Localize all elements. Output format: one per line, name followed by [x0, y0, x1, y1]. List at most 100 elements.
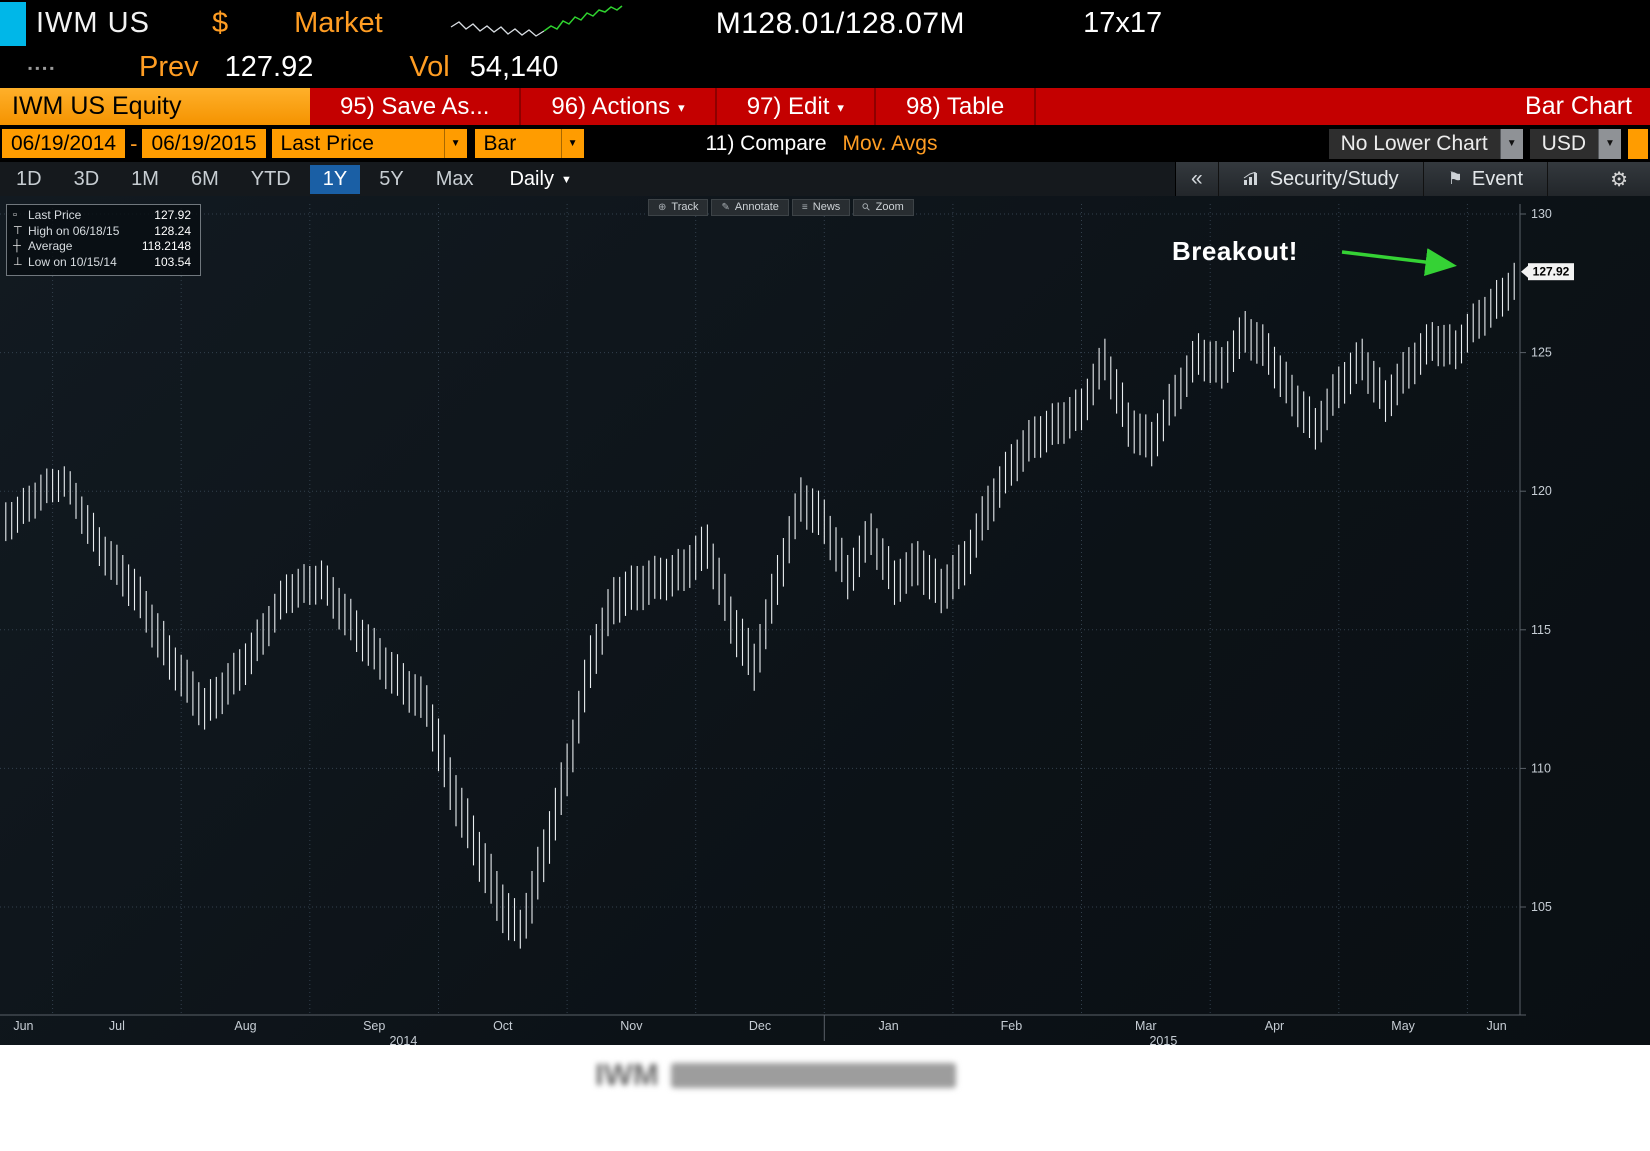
svg-text:105: 105: [1531, 900, 1552, 914]
caption-blur-block: [670, 1062, 956, 1088]
edit-button[interactable]: 97) Edit ▾: [717, 88, 876, 125]
tab-1m[interactable]: 1M: [131, 167, 159, 190]
news-icon: ≡: [801, 201, 808, 213]
chevron-down-icon: ▼: [560, 174, 572, 186]
last-price-marker-icon: ▫: [13, 209, 17, 221]
annotate-icon: ✎: [721, 201, 730, 213]
collapse-panel-button[interactable]: «: [1176, 162, 1219, 196]
tab-5y[interactable]: 5Y: [379, 167, 404, 190]
bid-ask-quote: M128.01/128.07M: [715, 6, 966, 40]
zoom-button[interactable]: ⚲ Zoom: [853, 199, 914, 216]
moving-averages-command[interactable]: Mov. Avgs: [842, 131, 938, 155]
svg-text:Jan: Jan: [879, 1019, 899, 1033]
chevron-down-icon: ▼: [567, 138, 578, 149]
legend-row-high: ⊤ High on 06/18/15 128.24: [13, 224, 191, 240]
volume-value: 54,140: [469, 51, 559, 83]
currency-symbol: $: [211, 7, 229, 39]
tab-3d[interactable]: 3D: [73, 167, 100, 190]
compare-command[interactable]: 11) Compare: [705, 131, 827, 155]
tab-max[interactable]: Max: [435, 167, 474, 190]
svg-text:Jun: Jun: [1487, 1019, 1507, 1033]
study-chart-icon: [1243, 172, 1257, 185]
svg-text:Apr: Apr: [1265, 1019, 1284, 1033]
svg-text:Nov: Nov: [620, 1019, 643, 1033]
svg-text:120: 120: [1531, 484, 1552, 498]
event-button[interactable]: ⚑ Event: [1424, 162, 1549, 196]
tab-ytd[interactable]: YTD: [250, 167, 291, 190]
price-chart-svg[interactable]: 105 110 115 120 125 130 Jun Jul Aug Sep Oct Nov Dec J…: [0, 196, 1650, 1045]
currency-dropdown-button[interactable]: ▼: [1598, 128, 1621, 159]
volume-label: Vol: [409, 51, 450, 83]
lower-chart-dropdown-button[interactable]: ▼: [1499, 128, 1523, 159]
command-menubar: IWM US Equity 95) Save As... 96) Actions…: [0, 88, 1650, 125]
legend-label: High on 06/18/15: [28, 223, 120, 238]
annotate-button[interactable]: ✎ Annotate: [711, 199, 789, 216]
menu-dots-icon: ▪▪▪▪: [28, 60, 58, 75]
chevron-down-icon: ▼: [1605, 138, 1615, 149]
currency-select[interactable]: USD: [1529, 128, 1598, 159]
chevron-down-icon: ▼: [450, 138, 461, 149]
tab-1d[interactable]: 1D: [16, 167, 42, 190]
flag-icon: ⚑: [1447, 169, 1463, 188]
average-marker-icon: ┼: [13, 240, 21, 252]
legend-label: Average: [28, 239, 73, 253]
legend-value: 118.2148: [141, 239, 191, 253]
mini-sparkline: [450, 4, 623, 37]
actions-button[interactable]: 96) Actions ▾: [521, 88, 717, 125]
chart-style-select[interactable]: Bar: [474, 129, 561, 158]
table-button[interactable]: 98) Table: [876, 88, 1037, 125]
legend-row-last-price: ▫ Last Price 127.92: [13, 208, 191, 224]
panel-color-tab: [0, 1, 26, 46]
settings-gear-button[interactable]: ⚙: [1588, 162, 1650, 196]
high-marker-icon: ⊤: [13, 224, 23, 237]
svg-text:Sep: Sep: [363, 1019, 385, 1033]
blurred-caption: IWM: [595, 1057, 956, 1093]
chevron-down-icon: ▼: [1506, 138, 1517, 149]
tab-6m[interactable]: 6M: [190, 167, 219, 190]
security-study-button[interactable]: Security/Study: [1219, 162, 1424, 196]
svg-text:110: 110: [1531, 761, 1551, 775]
lower-chart-select[interactable]: No Lower Chart: [1328, 128, 1500, 159]
svg-text:Jun: Jun: [13, 1019, 33, 1033]
chevron-down-icon: ▾: [678, 100, 685, 115]
frequency-select[interactable]: Daily ▼: [509, 167, 572, 190]
chevron-down-icon: ▾: [837, 100, 844, 115]
svg-text:115: 115: [1531, 623, 1551, 637]
price-field-dropdown-button[interactable]: ▼: [443, 129, 467, 158]
price-field-select[interactable]: Last Price: [271, 129, 444, 158]
svg-text:May: May: [1391, 1019, 1415, 1033]
chart-style-dropdown-button[interactable]: ▼: [560, 129, 584, 158]
ticker-symbol: IWM US: [36, 7, 150, 39]
tab-1y-selected[interactable]: 1Y: [309, 164, 361, 194]
legend-value: 127.92: [154, 208, 191, 222]
legend-label: Low on 10/15/14: [28, 254, 117, 269]
svg-text:Feb: Feb: [1001, 1019, 1023, 1033]
security-title: IWM US Equity: [0, 88, 310, 125]
chart-tool-strip: ⊕ Track ✎ Annotate ≡ News ⚲ Zoom: [648, 199, 914, 216]
date-to-field[interactable]: 06/19/2015: [142, 129, 266, 158]
quote-header: IWM US $ Market M128.01/128.07M 17x17 ▪▪…: [0, 0, 1650, 88]
svg-text:Aug: Aug: [234, 1019, 256, 1033]
svg-text:Oct: Oct: [493, 1019, 513, 1033]
svg-text:127.92: 127.92: [1533, 265, 1570, 279]
date-from-field[interactable]: 06/19/2014: [2, 129, 126, 158]
legend-row-average: ┼ Average 118.2148: [13, 239, 191, 255]
svg-text:2014: 2014: [389, 1034, 417, 1045]
news-button[interactable]: ≡ News: [791, 199, 851, 216]
svg-text:2015: 2015: [1149, 1034, 1177, 1045]
period-tabs-bar: 1D 3D 1M 6M YTD 1Y 5Y Max Daily ▼ « Secur…: [0, 162, 1650, 196]
legend-value: 128.24: [154, 223, 191, 238]
chart-mode-label: Bar Chart: [1525, 92, 1632, 120]
date-range-separator: -: [130, 130, 138, 156]
breakout-annotation: Breakout!: [1172, 236, 1298, 266]
legend-row-low: ⊥ Low on 10/15/14 103.54: [13, 255, 191, 271]
track-icon: ⊕: [658, 201, 667, 213]
bid-ask-size: 17x17: [1083, 7, 1163, 39]
low-marker-icon: ⊥: [13, 255, 23, 268]
chart-legend: ▫ Last Price 127.92 ⊤ High on 06/18/15 1…: [6, 204, 201, 276]
track-button[interactable]: ⊕ Track: [648, 199, 709, 216]
prev-label: Prev: [139, 51, 199, 83]
zoom-icon: ⚲: [860, 200, 874, 214]
caption-text: IWM: [595, 1057, 659, 1092]
save-as-button[interactable]: 95) Save As...: [310, 88, 522, 125]
